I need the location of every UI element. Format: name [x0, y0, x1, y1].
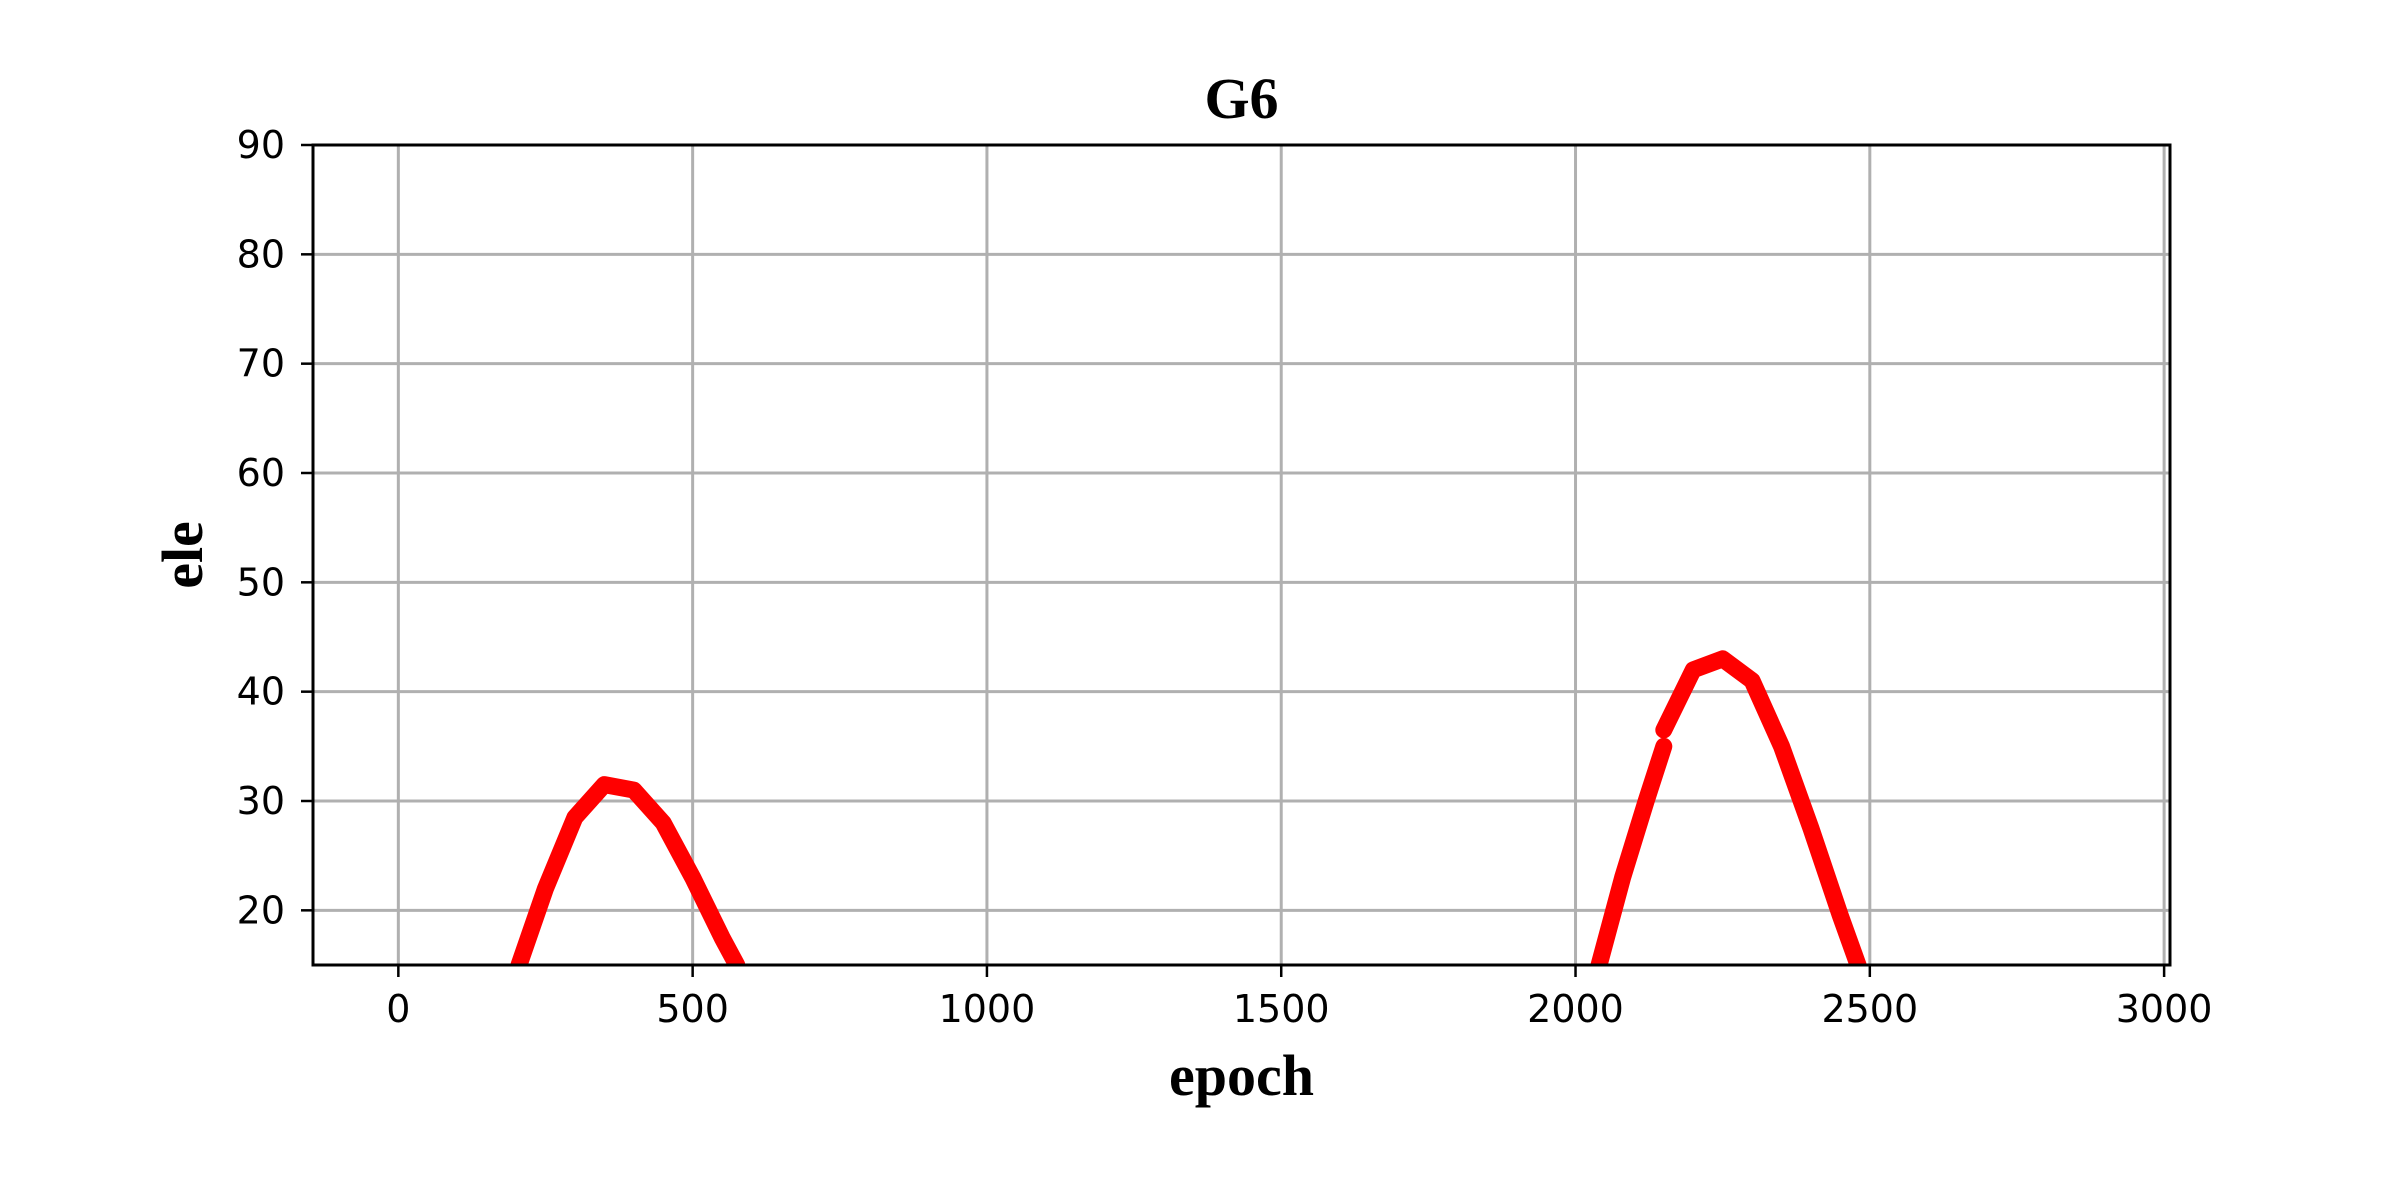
series: [510, 650, 1867, 965]
y-tick-label: 50: [237, 560, 285, 604]
series-segment-3: [1655, 650, 1867, 965]
y-tick-label: 30: [237, 779, 285, 823]
y-tick-label: 90: [237, 123, 285, 167]
x-tick-label: 2500: [1821, 987, 1918, 1031]
y-tick-label: 70: [237, 342, 285, 386]
chart-title: G6: [1204, 66, 1278, 131]
x-tick-label: 0: [386, 987, 410, 1031]
grid: [313, 143, 2170, 965]
y-tick-label: 20: [237, 888, 285, 932]
x-tick-label: 1000: [939, 987, 1036, 1031]
x-tick-label: 1500: [1233, 987, 1330, 1031]
ticks: 0 500 1000 1500 2000 2500 3000 20 30 40 50 60 70 80 90: [237, 123, 2213, 1031]
x-tick-label: 500: [656, 987, 729, 1031]
y-tick-label: 60: [237, 451, 285, 495]
x-axis-label: epoch: [1169, 1043, 1314, 1108]
plot-frame: [311, 143, 2172, 967]
series-segment-2: [1590, 737, 1673, 965]
y-tick-label: 40: [237, 670, 285, 714]
x-tick-label: 2000: [1527, 987, 1624, 1031]
series-segment-1: [510, 776, 746, 965]
y-axis-label: ele: [150, 521, 215, 589]
y-tick-label: 80: [237, 232, 285, 276]
x-tick-label: 3000: [2116, 987, 2213, 1031]
